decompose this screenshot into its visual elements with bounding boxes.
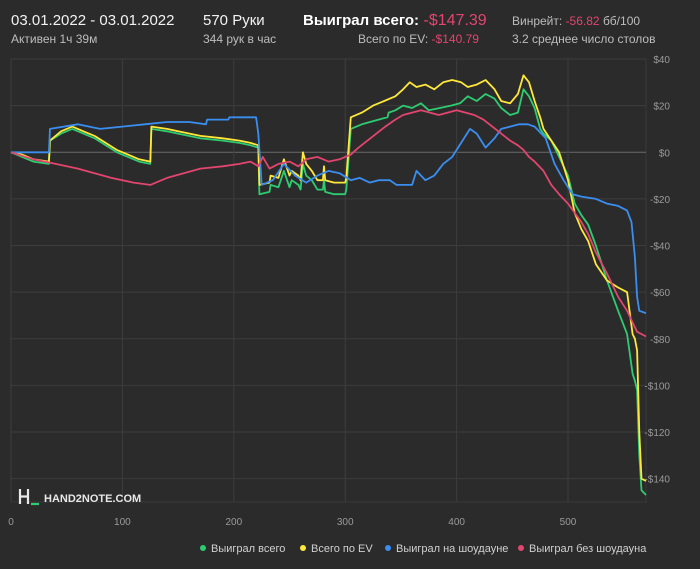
legend-item-nonshowdown[interactable]: Выиграл без шоудауна	[518, 543, 646, 555]
legend-dot	[518, 545, 524, 551]
legend-item-ev[interactable]: Всего по EV	[300, 543, 373, 555]
y-tick-label: -$80	[650, 335, 670, 346]
x-tick-label: 300	[337, 517, 354, 528]
avg-tables: 3.2 среднее число столов	[512, 32, 656, 46]
winrate: Винрейт: -56.82 бб/100	[512, 14, 640, 28]
series-line-nonshowdown	[10, 109, 647, 338]
legend-label: Всего по EV	[311, 543, 373, 555]
legend-item-showdown[interactable]: Выиграл на шоудауне	[385, 543, 508, 555]
y-tick-label: -$140	[644, 475, 670, 486]
y-tick-label: -$40	[650, 242, 670, 253]
legend-label: Выиграл на шоудауне	[396, 543, 509, 555]
x-tick-label: 200	[225, 517, 242, 528]
series-line-showdown	[11, 116, 647, 314]
legend-dot	[300, 545, 306, 551]
logo-text: HAND2NOTE.COM	[44, 493, 141, 505]
x-tick-label: 500	[560, 517, 577, 528]
total-won-label: Выиграл всего:	[303, 12, 420, 29]
hands-per-hour: 344 рук в час	[203, 32, 277, 46]
x-tick-label: 100	[114, 517, 131, 528]
winrate-unit: бб/100	[602, 14, 641, 28]
y-tick-label: -$20	[650, 195, 670, 206]
hand2note-logo: HAND2NOTE.COM	[18, 489, 141, 506]
legend-label: Выиграл без шоудауна	[529, 543, 647, 555]
y-tick-label: $20	[653, 102, 670, 113]
stats-header: 03.01.2022 - 03.01.2022 Активен 1ч 39м 5…	[0, 0, 700, 52]
winrate-label: Винрейт:	[512, 14, 563, 28]
ev-total: Всего по EV: -$140.79	[358, 32, 479, 46]
legend-dot	[385, 545, 391, 551]
chart-grid: $40 $20 $0 -$20 -$40 -$60 -$80 -$100 -$120 -$140 0…	[8, 55, 670, 528]
legend-dot	[200, 545, 206, 551]
total-won: Выиграл всего: -$147.39	[303, 12, 487, 30]
y-tick-label: -$120	[644, 428, 670, 439]
series-line-ev	[10, 74, 647, 482]
legend-item-won[interactable]: Выиграл всего	[200, 543, 285, 555]
date-range: 03.01.2022 - 03.01.2022	[11, 12, 175, 29]
plot-area	[10, 58, 647, 503]
total-won-value: -$147.39	[423, 12, 487, 29]
chart-series	[10, 74, 647, 496]
logo-icon	[18, 489, 39, 506]
y-tick-label: $40	[653, 55, 670, 66]
profit-graph: $40 $20 $0 -$20 -$40 -$60 -$80 -$100 -$120 -$140 0…	[8, 55, 670, 528]
legend-label: Выиграл всего	[211, 543, 286, 555]
hands-count: 570 Руки	[203, 12, 265, 29]
y-tick-label: -$100	[644, 381, 670, 392]
x-tick-label: 400	[448, 517, 465, 528]
winrate-value: -56.82	[565, 14, 600, 28]
y-tick-label: -$60	[650, 288, 670, 299]
active-time: Активен 1ч 39м	[11, 32, 98, 46]
x-tick-label: 0	[8, 517, 14, 528]
ev-total-label: Всего по EV:	[358, 32, 429, 46]
ev-total-value: -$140.79	[431, 32, 479, 46]
y-tick-label: $0	[659, 148, 671, 159]
